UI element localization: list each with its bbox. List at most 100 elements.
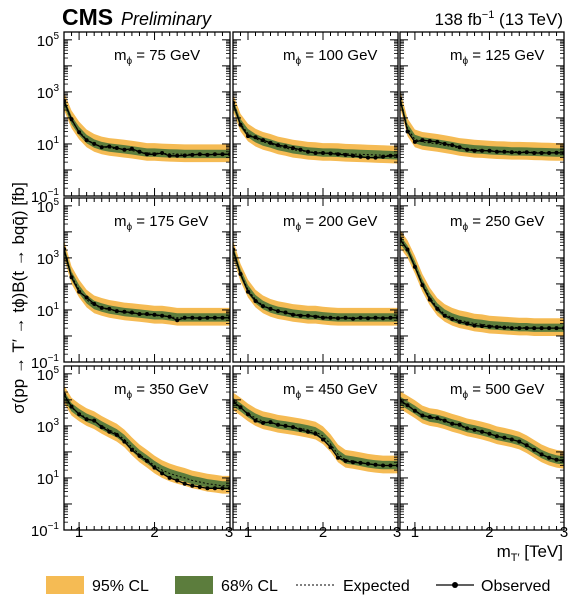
observed-point bbox=[283, 310, 288, 315]
y-tick-label: 101 bbox=[37, 135, 60, 154]
expected-line bbox=[64, 395, 230, 487]
band-95cl bbox=[233, 240, 398, 326]
observed-point bbox=[160, 471, 165, 476]
x-axis-label-sub: T′ bbox=[511, 552, 520, 564]
panel-plot-area bbox=[233, 240, 398, 326]
panel-label-m: m bbox=[283, 381, 296, 398]
panel-label-sub: ϕ bbox=[463, 222, 469, 233]
status-label: Preliminary bbox=[121, 9, 212, 29]
y-tick-label: 10−1 bbox=[31, 353, 60, 372]
observed-point bbox=[388, 463, 393, 468]
y-tick-label-base: 10 bbox=[31, 189, 48, 206]
observed-point bbox=[388, 315, 393, 320]
lumi-exponent: −1 bbox=[482, 9, 495, 21]
observed-point bbox=[450, 317, 455, 321]
observed-point bbox=[480, 429, 484, 434]
band-68cl bbox=[400, 235, 564, 332]
y-tick-label: 103 bbox=[37, 83, 60, 102]
observed-point bbox=[435, 416, 440, 421]
observed-point bbox=[547, 151, 552, 155]
observed-point bbox=[276, 309, 280, 314]
observed-point bbox=[472, 148, 477, 153]
observed-point bbox=[122, 309, 127, 314]
panel-label-rest: = 125 GeV bbox=[468, 47, 544, 64]
legend-label-expected: Expected bbox=[343, 578, 410, 595]
observed-point bbox=[388, 153, 393, 158]
y-tick-label: 101 bbox=[37, 469, 60, 488]
observed-point bbox=[99, 145, 104, 150]
observed-point bbox=[502, 325, 507, 330]
observed-point bbox=[220, 315, 225, 320]
observed-point bbox=[351, 460, 355, 465]
panel-label-rest: = 450 GeV bbox=[301, 381, 377, 398]
observed-point bbox=[313, 151, 318, 155]
observed-point bbox=[405, 247, 410, 252]
observed-point bbox=[268, 306, 273, 311]
observed-point bbox=[122, 439, 127, 444]
observed-point bbox=[69, 275, 74, 280]
observed-point bbox=[412, 139, 417, 144]
observed-point bbox=[524, 443, 529, 448]
observed-point bbox=[532, 447, 537, 452]
observed-point bbox=[107, 144, 112, 149]
observed-point bbox=[152, 152, 157, 157]
panel-label-m: m bbox=[283, 47, 296, 64]
observed-point bbox=[336, 455, 340, 460]
observed-point bbox=[145, 312, 149, 316]
y-tick-label: 105 bbox=[37, 365, 60, 384]
y-axis-label: σ(pp → T′ → tϕ)B(t → bqq̄) [fb] bbox=[9, 182, 28, 414]
observed-point bbox=[509, 326, 514, 331]
panel-plot-area bbox=[400, 229, 564, 336]
observed-point bbox=[246, 134, 250, 139]
observed-point bbox=[321, 315, 325, 320]
observed-point bbox=[220, 152, 225, 157]
observed-point bbox=[450, 421, 455, 426]
observed-point bbox=[358, 460, 363, 465]
observed-point bbox=[494, 434, 499, 439]
observed-point bbox=[167, 475, 172, 480]
observed-point bbox=[321, 437, 325, 442]
panel-label: mϕ = 200 GeV bbox=[283, 213, 377, 233]
panel-label-sub: ϕ bbox=[127, 390, 133, 401]
observed-point bbox=[129, 146, 134, 151]
observed-point bbox=[328, 151, 333, 156]
observed-point bbox=[472, 427, 477, 432]
observed-point bbox=[190, 483, 195, 488]
observed-point bbox=[517, 326, 522, 331]
observed-point bbox=[480, 148, 484, 153]
observed-point bbox=[246, 412, 250, 417]
observed-point bbox=[420, 283, 425, 288]
legend-label-observed: Observed bbox=[481, 578, 550, 595]
observed-point bbox=[152, 465, 157, 470]
observed-point bbox=[547, 326, 552, 331]
panel-4: mϕ = 175 GeV bbox=[63, 197, 231, 363]
x-tick-label: 2 bbox=[485, 524, 493, 541]
observed-point bbox=[283, 144, 288, 149]
observed-point bbox=[306, 149, 310, 154]
observed-point bbox=[160, 313, 165, 318]
lumi-prefix: 138 fb bbox=[435, 10, 482, 29]
observed-point bbox=[77, 130, 82, 135]
observed-point bbox=[298, 147, 303, 152]
observed-point bbox=[298, 313, 303, 318]
legend-marker-observed bbox=[452, 582, 458, 588]
panel-label-sub: ϕ bbox=[296, 390, 302, 401]
y-tick-label-exp: −1 bbox=[48, 353, 60, 364]
observed-point bbox=[539, 326, 544, 331]
observed-point bbox=[137, 453, 142, 458]
observed-point bbox=[205, 486, 210, 491]
observed-point bbox=[381, 463, 385, 468]
observed-point bbox=[442, 313, 447, 318]
observed-point bbox=[129, 310, 134, 315]
x-tick-label: 2 bbox=[150, 524, 158, 541]
panel-label-sub: ϕ bbox=[296, 222, 302, 233]
panel-3: mϕ = 125 GeV bbox=[399, 31, 565, 197]
legend: 95% CL 68% CL Expected Observed bbox=[46, 576, 550, 595]
observed-point bbox=[532, 151, 537, 155]
observed-point bbox=[212, 152, 217, 157]
y-tick-label-base: 10 bbox=[37, 85, 54, 102]
observed-point bbox=[84, 138, 89, 143]
band-68cl bbox=[64, 97, 230, 159]
